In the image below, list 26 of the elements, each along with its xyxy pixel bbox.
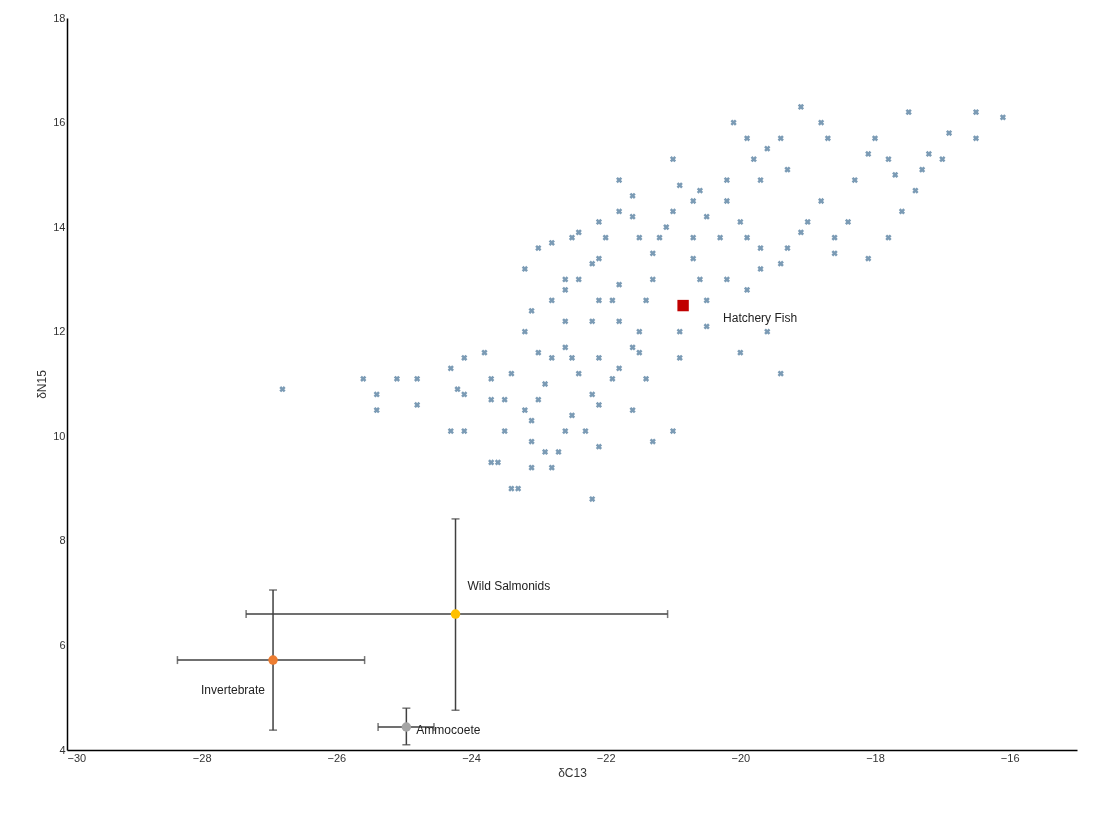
y-axis-title: δN15 <box>35 369 50 399</box>
x-tick-label: −26 <box>327 751 347 764</box>
x-tick-label: −24 <box>462 751 481 764</box>
y-tick-label: 4 <box>59 743 66 756</box>
series-label: Wild Salmonids <box>467 579 551 594</box>
point <box>450 609 461 619</box>
y-tick-label: 10 <box>53 429 66 442</box>
x-tick-label: −28 <box>192 751 212 764</box>
y-tick-label: 18 <box>53 11 66 24</box>
y-tick-label: 6 <box>59 638 66 651</box>
y-tick-label: 14 <box>53 220 66 233</box>
point <box>677 299 689 312</box>
x-tick-label: −18 <box>866 751 885 764</box>
y-tick-label: 8 <box>59 534 66 547</box>
y-tick-label: 12 <box>53 325 66 338</box>
text: Hatchery Fish <box>723 310 798 325</box>
x-tick-label: −16 <box>1000 751 1020 764</box>
series-label: Invertebrate <box>200 683 266 698</box>
point <box>401 722 412 732</box>
series-label: Ammocoete <box>416 722 481 737</box>
x-axis-title: δC13 <box>558 765 588 780</box>
y-tick-label: 16 <box>53 116 66 129</box>
point <box>268 655 278 665</box>
x-tick-label: −22 <box>596 751 616 764</box>
x-tick-label: −20 <box>731 751 751 764</box>
x-tick-label: −30 <box>67 751 87 764</box>
